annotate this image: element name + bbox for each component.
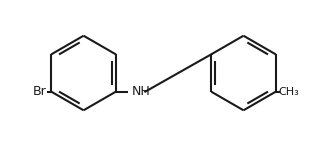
Text: Br: Br — [33, 85, 46, 98]
Text: NH: NH — [132, 85, 150, 98]
Text: CH₃: CH₃ — [279, 87, 299, 97]
